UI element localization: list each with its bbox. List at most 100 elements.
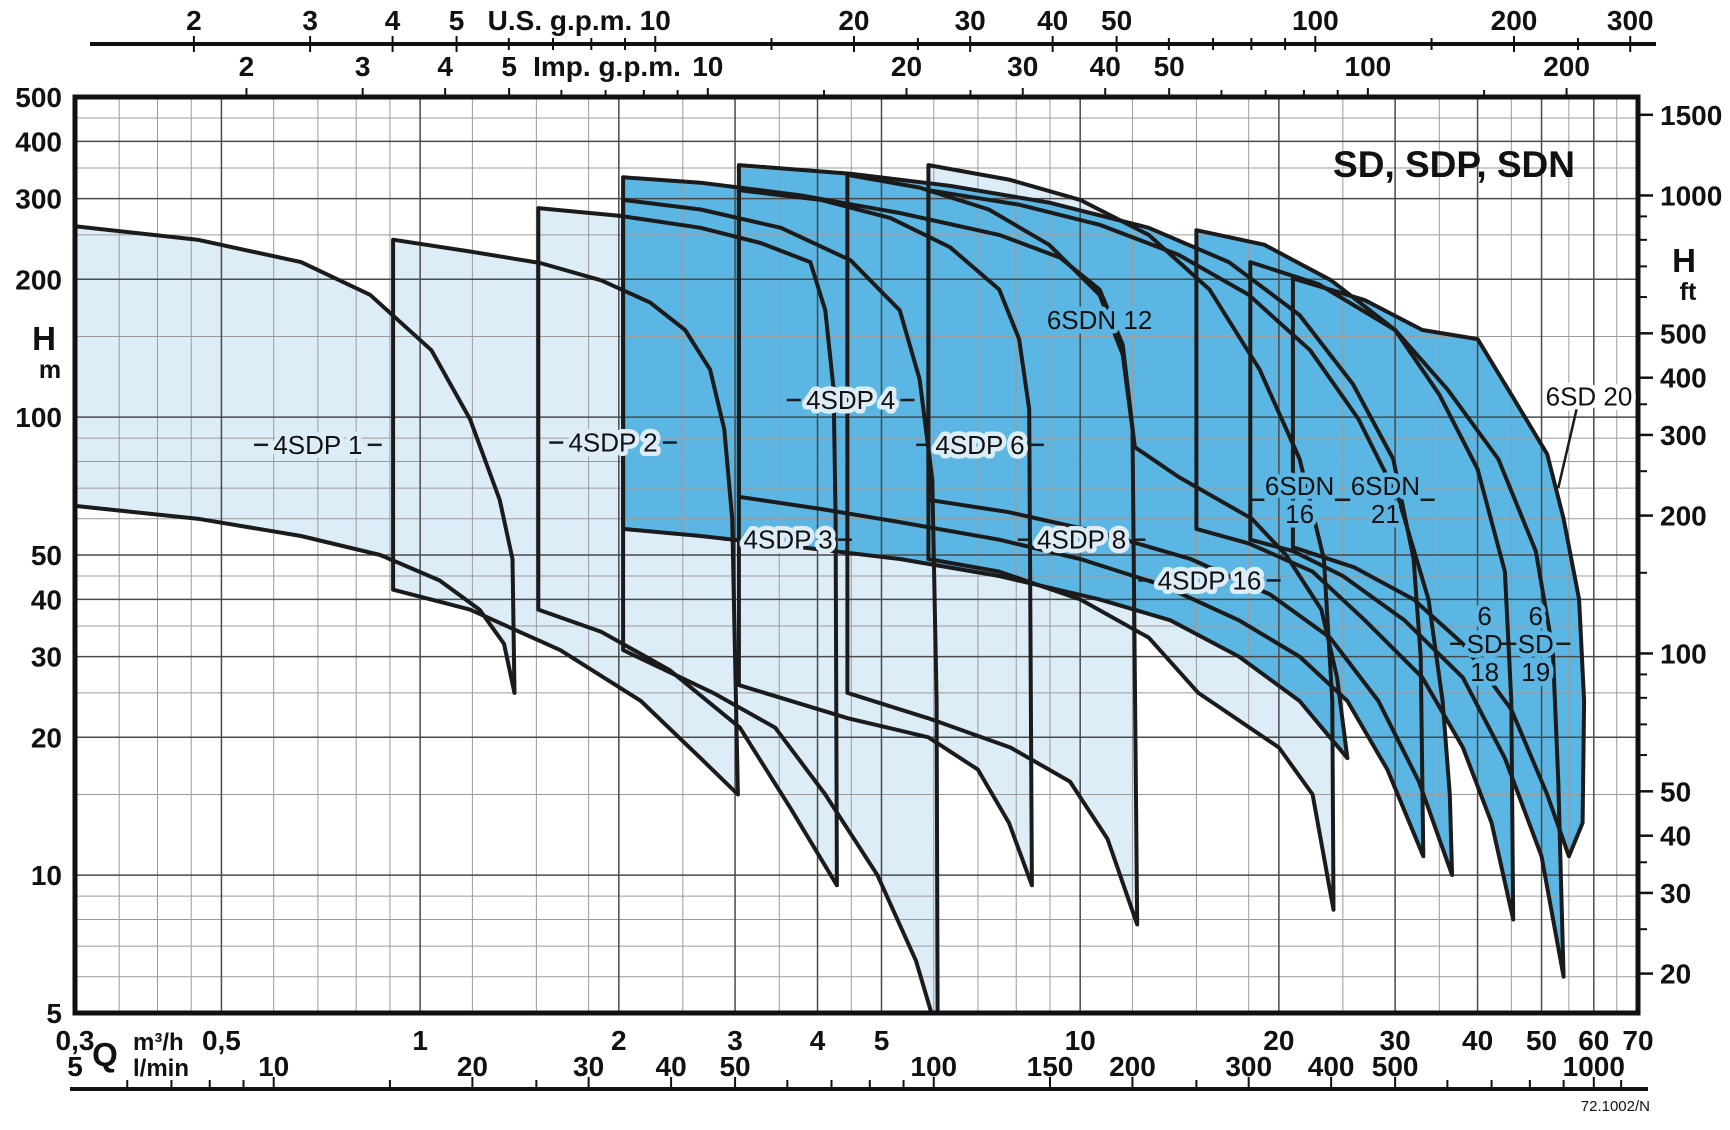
- envelope-fill-6sdn-21: [928, 190, 1453, 876]
- region-label-4sdp-16: 4SDP 16: [1158, 565, 1262, 595]
- q-lmin-label: 40: [656, 1051, 687, 1082]
- h-ft-label: 200: [1660, 501, 1707, 532]
- q-m3h-label: 1: [412, 1025, 428, 1056]
- h-m-label: 20: [31, 722, 62, 753]
- imp-gpm-label: 3: [355, 51, 371, 82]
- h-ft-label: 40: [1660, 821, 1691, 852]
- h-ft-label: 500: [1660, 318, 1707, 349]
- q-lmin-label: 300: [1225, 1051, 1272, 1082]
- us-gpm-label: 10: [640, 5, 671, 36]
- q-m3h-label: 50: [1526, 1025, 1557, 1056]
- us-gpm-label: 4: [385, 5, 401, 36]
- envelope-outline-4sdp-8: [845, 172, 1140, 927]
- us-gpm-label: 2: [186, 5, 202, 36]
- imp-gpm-label: 20: [891, 51, 922, 82]
- region-label-4sdp-8: 4SDP 8: [1037, 525, 1126, 555]
- imp-gpm-label: 2: [239, 51, 255, 82]
- h-m-label: 10: [31, 860, 62, 891]
- h-ft-label: 300: [1660, 420, 1707, 451]
- region-label-6sd-20: 6SD 20: [1546, 381, 1633, 411]
- q-m3h-label: 40: [1462, 1025, 1493, 1056]
- h-m-symbol: H: [32, 320, 56, 357]
- document-number: 72.1002/N: [1581, 1098, 1650, 1115]
- imp-gpm-label: 30: [1007, 51, 1038, 82]
- h-m-label: 100: [15, 402, 62, 433]
- envelope-outline-4sdp-1: [73, 224, 517, 695]
- q-lmin-label: 200: [1109, 1051, 1156, 1082]
- us-gpm-unit-label: U.S. g.p.m.: [488, 5, 633, 36]
- label-leader-line: [1557, 409, 1578, 489]
- plot-border: [72, 94, 1641, 1016]
- q-lmin-label: 100: [910, 1051, 957, 1082]
- envelope-outline-6sdn-16: [736, 163, 1426, 859]
- imp-gpm-label: 4: [437, 51, 453, 82]
- q-m3h-unit: m³/h: [133, 1029, 184, 1056]
- h-ft-label: 30: [1660, 878, 1691, 909]
- q-symbol: Q: [92, 1036, 118, 1073]
- q-m3h-label: 4: [810, 1025, 826, 1056]
- region-label-6sdn-12: 6SDN 12: [1047, 305, 1153, 335]
- h-m-label: 300: [15, 184, 62, 215]
- h-m-label: 30: [31, 642, 62, 673]
- q-lmin-label: 150: [1027, 1051, 1074, 1082]
- region-label-4sdp-4: 4SDP 4: [806, 385, 895, 415]
- q-m3h-label: 5: [874, 1025, 890, 1056]
- q-m3h-label: 2: [611, 1025, 627, 1056]
- imp-gpm-unit-label: Imp. g.p.m.: [533, 51, 681, 82]
- q-lmin-unit: l/min: [133, 1055, 189, 1082]
- region-label-4sdp-1: 4SDP 1: [273, 430, 362, 460]
- region-labels: 4SDP 1 4SDP 2 4SDP 3 4SDP 4 4SDP 6 4SDP 8 4SDP…: [254, 300, 1637, 691]
- us-gpm-label: 200: [1491, 5, 1538, 36]
- h-ft-label: 20: [1660, 959, 1691, 990]
- q-lmin-label: 20: [457, 1051, 488, 1082]
- q-lmin-label: 10: [258, 1051, 289, 1082]
- us-gpm-label: 30: [955, 5, 986, 36]
- region-label-6sdn-21: 6SDN 21: [1351, 471, 1420, 529]
- envelope-outline-6sdn-12: [621, 175, 1350, 761]
- q-m3h-label: 30: [1380, 1025, 1411, 1056]
- h-m-label: 500: [15, 82, 62, 113]
- h-ft-label: 100: [1660, 638, 1707, 669]
- h-ft-label: 1000: [1660, 180, 1722, 211]
- h-ft-symbol: H: [1672, 242, 1696, 279]
- us-gpm-label: 50: [1101, 5, 1132, 36]
- q-lmin-label: 50: [719, 1051, 750, 1082]
- envelope-outlines: [73, 163, 1587, 1015]
- h-ft-label: 50: [1660, 776, 1691, 807]
- q-lmin-label: 400: [1308, 1051, 1355, 1082]
- q-m3h-label: 20: [1263, 1025, 1294, 1056]
- h-m-label: 50: [31, 540, 62, 571]
- h-m-label: 200: [15, 264, 62, 295]
- envelope-outline-6sd-20: [1290, 276, 1587, 859]
- h-ft-label: 1500: [1660, 100, 1722, 131]
- q-m3h-label: 0,3: [56, 1025, 95, 1056]
- envelope-outline-4sdp-6: [736, 188, 1034, 888]
- us-gpm-label: 3: [302, 5, 318, 36]
- imp-gpm-label: 50: [1154, 51, 1185, 82]
- imp-gpm-label: 5: [501, 51, 517, 82]
- us-gpm-label: 300: [1607, 5, 1654, 36]
- imp-gpm-label: 100: [1345, 51, 1392, 82]
- imp-gpm-label: 10: [692, 51, 723, 82]
- envelope-outline-6sdn-21: [926, 188, 1455, 878]
- region-label-4sdp-3: 4SDP 3: [744, 525, 833, 555]
- h-m-unit: m: [39, 356, 61, 384]
- imp-gpm-label: 200: [1543, 51, 1590, 82]
- us-gpm-label: 20: [838, 5, 869, 36]
- h-m-label: 5: [46, 998, 62, 1029]
- log-grid: [75, 97, 1638, 1013]
- q-m3h-label: 70: [1622, 1025, 1653, 1056]
- envelope-outline-4sdp-16: [926, 163, 1336, 912]
- envelope-outline-4sdp-2: [391, 237, 740, 797]
- q-lmin-label: 500: [1372, 1051, 1419, 1082]
- q-lmin-label: 1000: [1563, 1051, 1625, 1082]
- imp-gpm-label: 40: [1090, 51, 1121, 82]
- chart-title: SD, SDP, SDN: [1333, 144, 1575, 185]
- region-label-4sdp-6: 4SDP 6: [935, 430, 1024, 460]
- envelope-outline-6-sd-19: [1248, 260, 1566, 979]
- h-ft-label: 400: [1660, 363, 1707, 394]
- q-m3h-label: 10: [1065, 1025, 1096, 1056]
- q-m3h-label: 0,5: [202, 1025, 241, 1056]
